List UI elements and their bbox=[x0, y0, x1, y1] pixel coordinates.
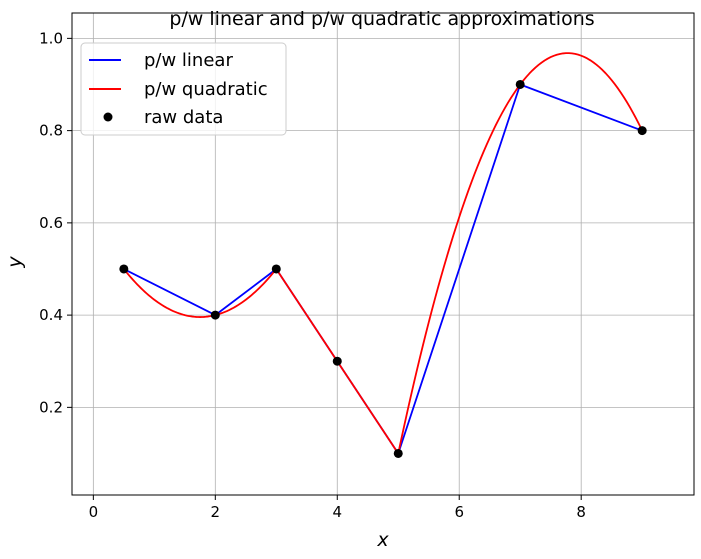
x-axis-label: x bbox=[376, 529, 389, 551]
plot-frame bbox=[71, 12, 695, 496]
legend-raw-label: raw data bbox=[144, 107, 223, 128]
legend-quadratic-label: p/w quadratic bbox=[144, 79, 268, 100]
x-tick-label: 0 bbox=[89, 503, 99, 521]
x-tick-label: 6 bbox=[454, 503, 464, 521]
raw-data-point bbox=[515, 79, 525, 89]
x-tick-label: 2 bbox=[211, 503, 221, 521]
legend: p/w linear p/w quadratic raw data bbox=[80, 42, 287, 136]
y-tick-label: 0.8 bbox=[39, 122, 63, 140]
legend-linear-label: p/w linear bbox=[144, 50, 233, 71]
y-ticks: 0.2 0.4 0.6 0.8 1.0 bbox=[39, 29, 72, 416]
y-tick-label: 0.2 bbox=[39, 398, 63, 416]
y-axis-label: y bbox=[4, 256, 26, 269]
raw-data-point bbox=[271, 264, 281, 274]
raw-data-point bbox=[119, 264, 129, 274]
x-ticks: 0 2 4 6 8 bbox=[89, 495, 586, 521]
legend-frame bbox=[80, 42, 287, 136]
raw-data-point bbox=[332, 356, 342, 366]
raw-data-point bbox=[637, 126, 647, 136]
raw-data-point bbox=[393, 448, 403, 458]
y-tick-label: 1.0 bbox=[39, 29, 63, 47]
legend-raw-swatch bbox=[103, 112, 113, 122]
y-tick-label: 0.4 bbox=[39, 306, 63, 324]
chart-title: p/w linear and p/w quadratic approximati… bbox=[169, 8, 594, 30]
series-linear-line bbox=[123, 83, 643, 455]
x-tick-label: 8 bbox=[576, 503, 586, 521]
y-tick-label: 0.6 bbox=[39, 214, 63, 232]
raw-data-point bbox=[210, 310, 220, 320]
x-tick-label: 4 bbox=[332, 503, 342, 521]
raw-data-markers bbox=[119, 79, 647, 458]
